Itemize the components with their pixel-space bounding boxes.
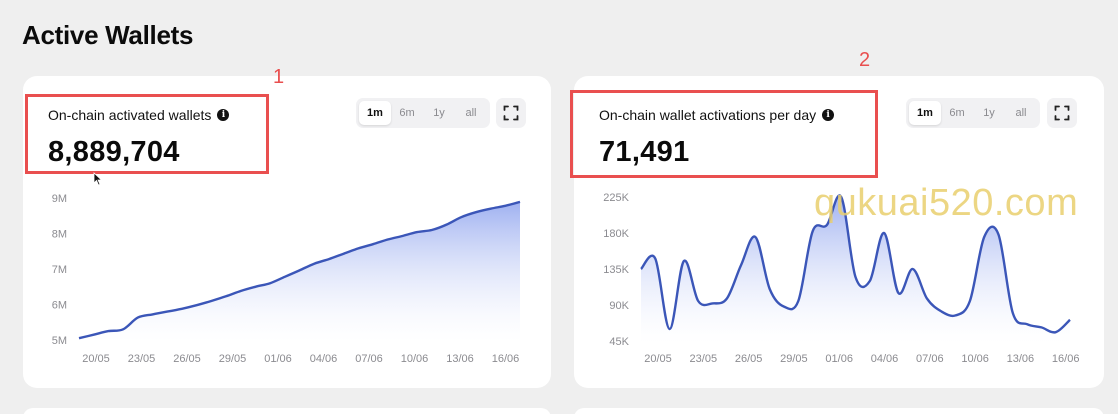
wallet-activations-chart: 225K 180K 135K 90K 45K 20/05 23/05 26/05 29/05 01… [603, 192, 1080, 365]
series-line [78, 200, 521, 340]
activated-wallets-chart: 9M 8M 7M 6M 5M 20/05 23/05 26/05 29/05 01/06 04/06… [52, 193, 521, 365]
range-selector: 1m 6m 1y all [906, 98, 1040, 128]
wallet-activations-label: On-chain wallet activations per day [599, 107, 817, 123]
info-icon[interactable]: i [822, 109, 835, 121]
series-line [640, 194, 1071, 334]
y-tick-label: 7M [52, 264, 67, 276]
x-tick-label: 26/05 [173, 353, 201, 365]
y-tick-label: 9M [52, 193, 67, 205]
range-selector: 1m 6m 1y all [356, 98, 490, 128]
mouse-cursor-icon [93, 172, 103, 186]
highlight-box [570, 90, 878, 178]
range-1m-button[interactable]: 1m [359, 101, 391, 125]
activated-wallets-card: On-chain activated wallets i 8,889,704 1… [23, 76, 551, 388]
expand-icon [503, 105, 519, 121]
wallet-activations-card: On-chain wallet activations per day i 71… [574, 76, 1104, 388]
y-tick-label: 180K [603, 228, 629, 240]
info-icon[interactable]: i [217, 109, 230, 121]
watermark: qukuai520.com [814, 182, 1079, 224]
y-tick-label: 5M [52, 335, 67, 347]
section-title: Active Wallets [22, 20, 194, 50]
x-tick-label: 29/05 [219, 353, 247, 365]
x-tick-label: 10/06 [401, 353, 429, 365]
range-all-button[interactable]: all [1015, 107, 1027, 119]
y-tick-label: 8M [52, 229, 67, 241]
fullscreen-button[interactable] [496, 98, 526, 128]
stat-label: On-chain activated wallets i [48, 107, 230, 123]
y-tick-label: 135K [603, 264, 629, 276]
x-tick-label: 10/06 [961, 353, 989, 365]
wallet-activations-value: 71,491 [599, 136, 690, 168]
stat-label: On-chain wallet activations per day i [599, 107, 835, 123]
fullscreen-button[interactable] [1047, 98, 1077, 128]
x-tick-label: 07/06 [355, 353, 383, 365]
x-tick-label: 20/05 [82, 353, 110, 365]
y-tick-label: 6M [52, 300, 67, 312]
x-tick-label: 16/06 [492, 353, 520, 365]
next-card-edge [574, 408, 1104, 414]
range-all-button[interactable]: all [465, 107, 477, 119]
highlight-box [25, 94, 269, 174]
expand-icon [1054, 105, 1070, 121]
range-6m-button[interactable]: 6m [949, 107, 965, 119]
x-tick-label: 23/05 [128, 353, 156, 365]
y-tick-label: 45K [609, 336, 629, 348]
x-tick-label: 16/06 [1052, 353, 1080, 365]
x-tick-label: 23/05 [690, 353, 718, 365]
x-tick-label: 13/06 [446, 353, 474, 365]
x-tick-label: 13/06 [1007, 353, 1035, 365]
series-area [641, 195, 1070, 343]
y-tick-label: 225K [603, 192, 629, 204]
x-tick-label: 04/06 [871, 353, 899, 365]
x-tick-label: 01/06 [825, 353, 853, 365]
x-tick-label: 01/06 [264, 353, 292, 365]
activated-wallets-value: 8,889,704 [48, 136, 180, 168]
x-tick-label: 07/06 [916, 353, 944, 365]
activated-wallets-label: On-chain activated wallets [48, 107, 212, 123]
series-area [79, 201, 520, 342]
range-1m-button[interactable]: 1m [909, 101, 941, 125]
range-6m-button[interactable]: 6m [399, 107, 415, 119]
x-tick-label: 20/05 [644, 353, 672, 365]
y-tick-label: 90K [609, 300, 629, 312]
x-tick-label: 04/06 [310, 353, 338, 365]
annotation-number: 2 [859, 49, 871, 71]
range-1y-button[interactable]: 1y [983, 107, 995, 119]
range-1y-button[interactable]: 1y [433, 107, 445, 119]
x-tick-label: 29/05 [780, 353, 808, 365]
annotation-number: 1 [273, 66, 285, 88]
next-card-edge [23, 408, 551, 414]
x-tick-label: 26/05 [735, 353, 763, 365]
